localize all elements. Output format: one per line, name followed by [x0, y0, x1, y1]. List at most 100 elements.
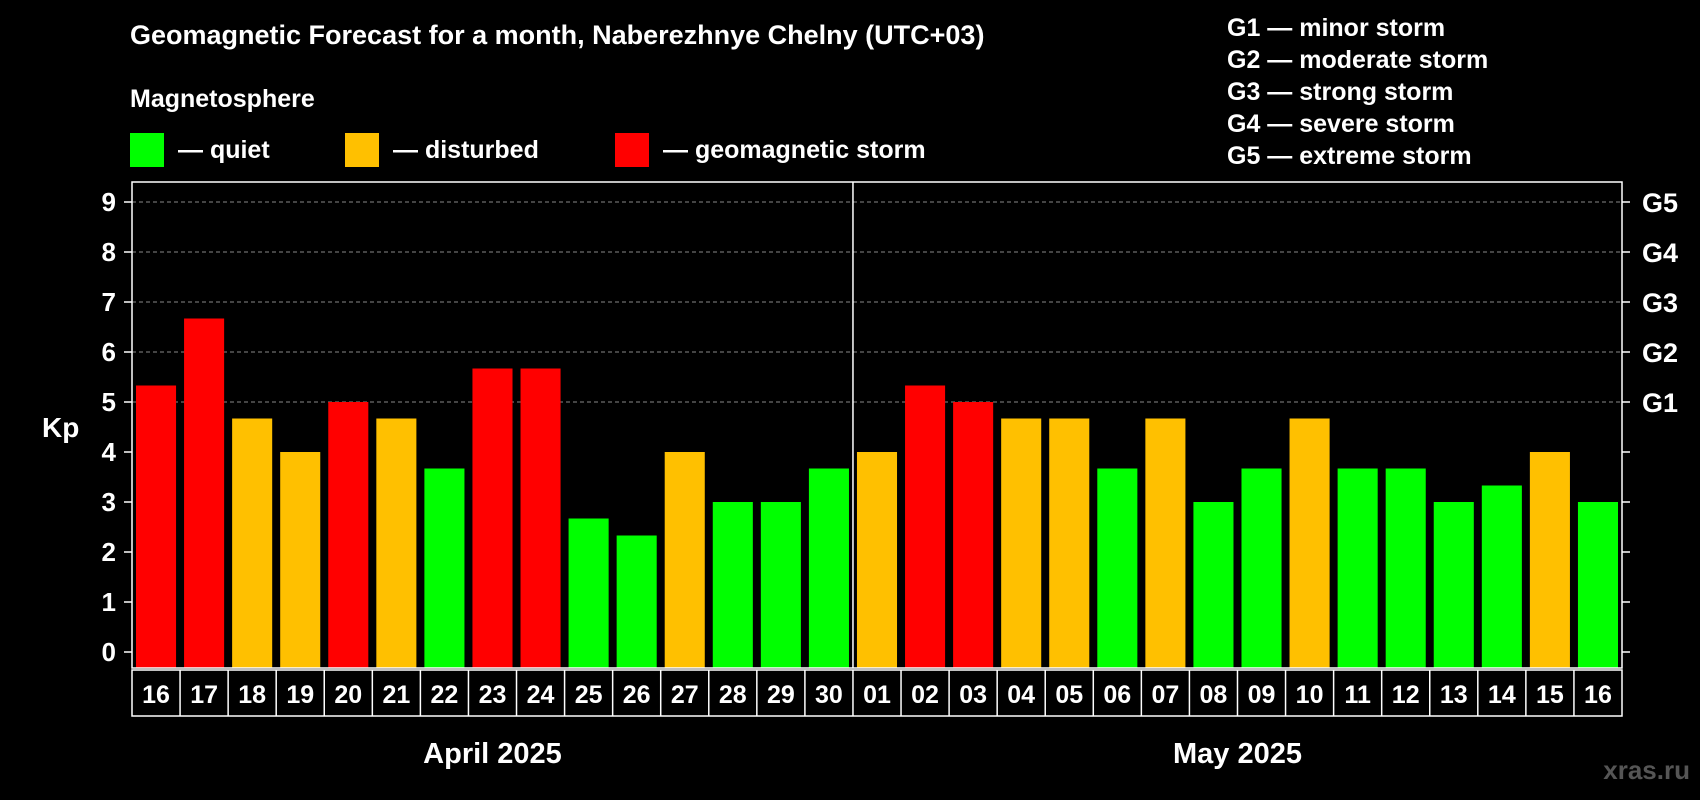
g-level-label: G2: [1642, 338, 1678, 368]
x-tick-label: 25: [575, 681, 603, 709]
kp-bar: [376, 418, 417, 668]
y-tick-label: 6: [102, 337, 116, 367]
legend-label-disturbed: — disturbed: [393, 135, 539, 164]
x-tick-label: 09: [1248, 681, 1276, 709]
x-tick-label: 15: [1536, 681, 1564, 709]
kp-bar: [1193, 502, 1234, 668]
y-tick-label: 3: [102, 487, 116, 517]
kp-bar: [616, 535, 657, 668]
storm-level-g3: G3 — strong storm: [1227, 78, 1454, 106]
y-tick-label: 7: [102, 287, 116, 317]
x-tick-label: 28: [719, 681, 747, 709]
g-level-label: G4: [1642, 238, 1678, 268]
kp-bar: [760, 502, 801, 668]
x-tick-label: 16: [1584, 681, 1612, 709]
kp-bar: [472, 368, 513, 668]
x-tick-label: 24: [527, 681, 555, 709]
y-tick-label: 9: [102, 187, 116, 217]
legend-swatch-quiet: [130, 133, 164, 167]
y-tick-label: 1: [102, 587, 116, 617]
kp-bar: [1529, 452, 1570, 668]
x-tick-label: 23: [479, 681, 507, 709]
x-tick-label: 19: [286, 681, 314, 709]
kp-bar: [328, 402, 369, 668]
storm-level-g2: G2 — moderate storm: [1227, 46, 1489, 74]
x-tick-label: 17: [190, 681, 218, 709]
x-tick-label: 21: [382, 681, 410, 709]
x-tick-label: 18: [238, 681, 266, 709]
kp-bar: [1289, 418, 1330, 668]
x-tick-label: 04: [1007, 681, 1035, 709]
x-tick-label: 08: [1200, 681, 1228, 709]
y-tick-label: 8: [102, 237, 116, 267]
x-tick-label: 05: [1055, 681, 1083, 709]
x-tick-label: 03: [959, 681, 987, 709]
kp-bar: [136, 385, 177, 668]
kp-bar: [280, 452, 321, 668]
x-tick-label: 30: [815, 681, 843, 709]
month-label: May 2025: [1173, 738, 1302, 770]
kp-bar: [808, 468, 849, 668]
legend-label-storm: — geomagnetic storm: [663, 135, 926, 164]
x-tick-label: 06: [1103, 681, 1131, 709]
x-tick-label: 29: [767, 681, 795, 709]
legend-subtitle: Magnetosphere: [130, 85, 315, 113]
legend-quiet: — quiet: [130, 132, 270, 168]
storm-level-g5: G5 — extreme storm: [1227, 142, 1472, 170]
legend-swatch-storm: [615, 133, 649, 167]
x-tick-label: 22: [431, 681, 459, 709]
kp-bar: [856, 452, 898, 668]
y-tick-label: 5: [102, 387, 116, 417]
x-tick-label: 01: [863, 681, 891, 709]
storm-level-g1: G1 — minor storm: [1227, 14, 1446, 42]
y-tick-label: 2: [102, 537, 116, 567]
x-tick-label: 20: [334, 681, 362, 709]
x-tick-label: 10: [1296, 681, 1324, 709]
x-tick-label: 26: [623, 681, 651, 709]
g-level-label: G1: [1642, 388, 1678, 418]
kp-bar: [1145, 418, 1186, 668]
legend-label-quiet: — quiet: [178, 135, 270, 164]
kp-bar: [1097, 468, 1138, 668]
kp-bar: [520, 368, 561, 668]
kp-bar: [1577, 502, 1618, 668]
x-tick-label: 27: [671, 681, 699, 709]
storm-level-legend: G1 — minor storm G2 — moderate storm G3 …: [1227, 12, 1488, 172]
x-tick-label: 12: [1392, 681, 1420, 709]
kp-bar: [1001, 418, 1042, 668]
chart-title: Geomagnetic Forecast for a month, Nabere…: [130, 20, 985, 50]
watermark: xras.ru: [1603, 755, 1690, 785]
plot-frame: [131, 181, 1623, 669]
storm-level-g4: G4 — severe storm: [1227, 110, 1455, 138]
date-row: [131, 669, 1623, 717]
kp-bar: [712, 502, 753, 668]
kp-bar: [1385, 468, 1426, 668]
y-axis-label: Kp: [42, 412, 79, 443]
g-level-label: G5: [1642, 188, 1678, 218]
kp-bar: [664, 452, 705, 668]
x-tick-label: 02: [911, 681, 939, 709]
kp-bar: [1337, 468, 1378, 668]
legend-swatch-disturbed: [345, 133, 379, 167]
y-tick-label: 4: [102, 437, 117, 467]
kp-bar: [1049, 418, 1090, 668]
kp-bar: [905, 385, 946, 668]
month-label: April 2025: [423, 738, 562, 770]
x-tick-label: 13: [1440, 681, 1468, 709]
kp-bar: [232, 418, 273, 668]
kp-bar: [1433, 502, 1474, 668]
legend-storm: — geomagnetic storm: [615, 132, 926, 168]
g-level-label: G3: [1642, 288, 1678, 318]
kp-bar: [568, 518, 609, 668]
x-tick-label: 11: [1344, 681, 1371, 709]
x-tick-label: 16: [142, 681, 170, 709]
kp-bar: [953, 402, 994, 668]
legend-disturbed: — disturbed: [345, 132, 539, 168]
kp-bar: [424, 468, 465, 668]
y-tick-label: 0: [102, 637, 116, 667]
kp-bar: [184, 318, 225, 668]
x-tick-label: 14: [1488, 681, 1516, 709]
kp-bar: [1481, 485, 1522, 668]
kp-bar: [1241, 468, 1282, 668]
